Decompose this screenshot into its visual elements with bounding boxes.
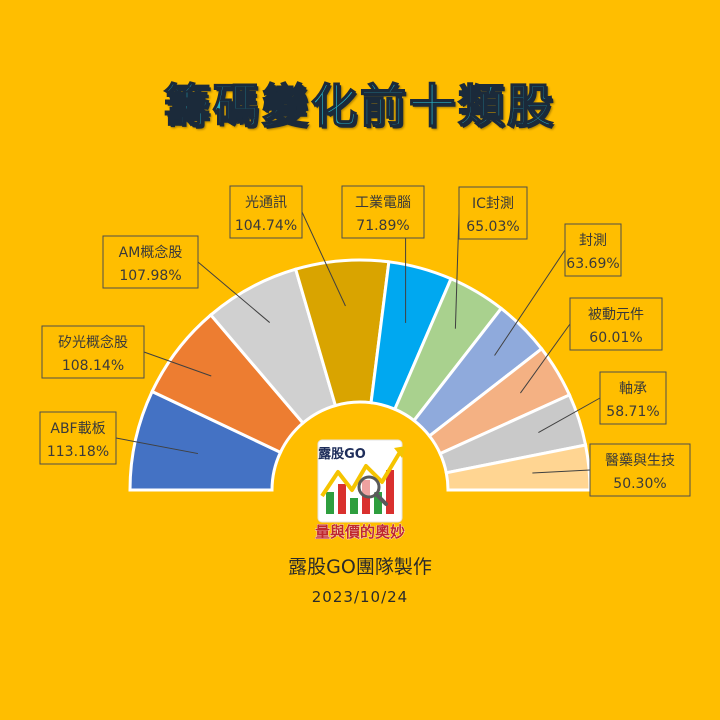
data-label-9: 軸承 58.71% [599,371,667,425]
chart-title: 籌碼變化前十類股 [163,78,556,134]
category-label: 醫藥與生技 [605,453,675,469]
data-label-8: 被動元件 60.01% [569,297,663,351]
value-label: 50.30% [613,476,666,492]
data-label-4: 光通訊 104.74% [229,185,303,239]
label-box [102,235,199,289]
footer-maker: 露股GO團隊製作 [288,556,432,578]
category-label: 矽光概念股 [58,334,128,351]
data-label-3: AM概念股 107.98% [102,235,199,289]
value-label: 71.89% [356,218,409,234]
label-box [39,411,117,465]
value-label: 65.03% [466,219,519,235]
data-label-6: IC封測 65.03% [458,186,528,240]
magnifier-icon [357,475,388,506]
value-label: 58.71% [606,404,659,420]
category-label: ABF載板 [50,421,105,437]
slice-group [128,258,592,492]
label-box [599,371,667,425]
value-label: 60.01% [589,330,642,346]
value-label: 113.18% [47,444,109,460]
value-label: 108.14% [62,358,124,374]
label-box [341,185,425,239]
label-box [564,223,622,277]
logo-slogan: 量與價的奧妙 [315,523,405,541]
data-label-10: 醫藥與生技 50.30% [589,443,691,497]
value-label: 63.69% [566,256,619,272]
leader-line-3 [197,261,271,323]
leader-line-10 [532,469,591,474]
value-label: 107.98% [119,268,181,284]
category-label: AM概念股 [119,244,183,261]
leader-line-6 [454,212,460,329]
slice-10 [444,443,592,492]
category-label: 被動元件 [588,307,644,323]
data-label-2: 矽光概念股 108.14% [41,325,145,379]
label-group: ABF載板 113.18% 矽光概念股 108.14% AM概念股 107.98% 光通訊 1… [39,185,691,497]
label-box [569,297,663,351]
data-label-5: 工業電腦 71.89% [341,185,425,239]
category-label: 封測 [579,233,607,249]
leader-line-1 [115,437,199,455]
data-label-7: 封測 63.69% [564,223,622,277]
label-box [41,325,145,379]
leader-line-8 [519,323,571,394]
category-label: IC封測 [472,196,514,212]
value-label: 104.74% [235,218,297,234]
logo: 露股GO 量與價的奧妙 [283,409,437,563]
category-label: 軸承 [619,381,647,397]
footer-date: 2023/10/24 [311,588,409,606]
label-box [229,185,303,239]
leader-line-2 [143,351,212,377]
leader-line-4 [301,211,346,307]
logo-brand: 露股GO [318,447,366,462]
leader-line-group [115,211,601,474]
label-box [589,443,691,497]
leader-line-9 [538,397,601,434]
category-label: 光通訊 [245,195,287,211]
leader-line-7 [494,249,566,356]
category-label: 工業電腦 [355,195,411,211]
label-box [458,186,528,240]
data-label-1: ABF載板 113.18% [39,411,117,465]
